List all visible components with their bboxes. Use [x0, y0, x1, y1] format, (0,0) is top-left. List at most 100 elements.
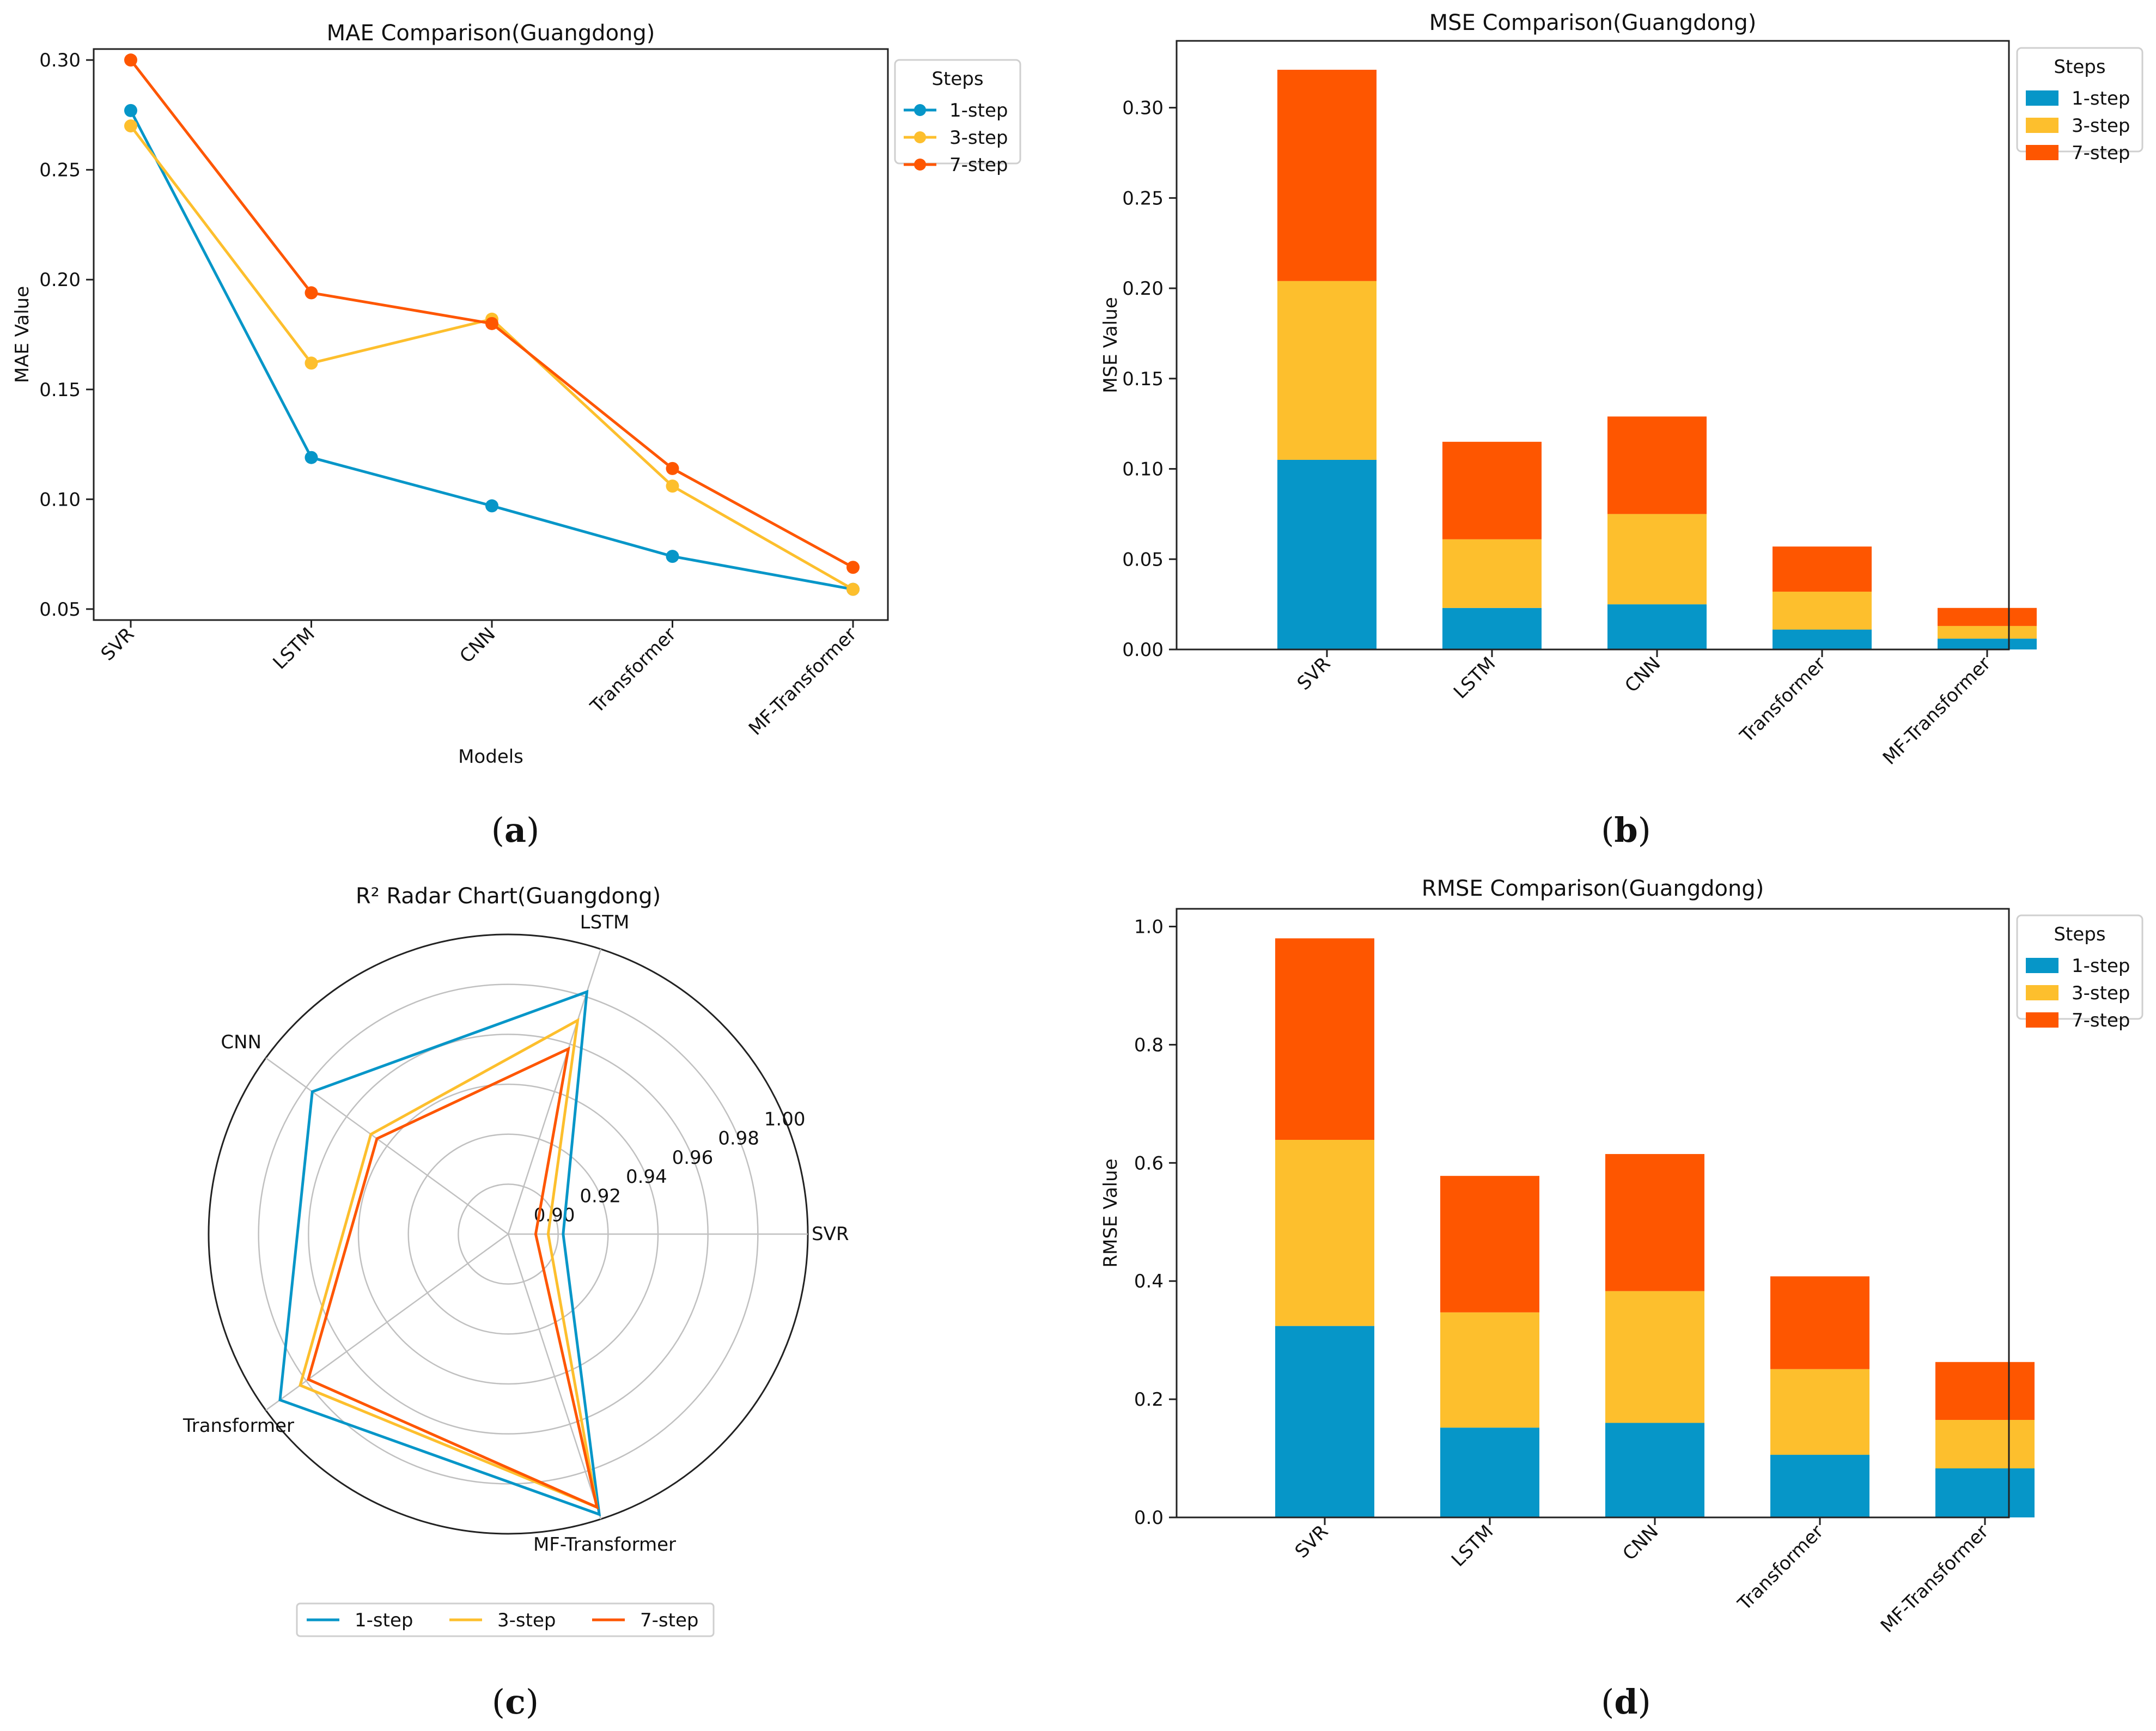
r2-legend-label: 3-step — [497, 1609, 556, 1631]
mae-series-line-3-step — [130, 125, 854, 591]
mae-point-1-step — [485, 499, 498, 513]
mse-ylabel: MSE Value — [1100, 297, 1122, 393]
rmse-bar-Transformer-3-step — [1770, 1369, 1869, 1455]
rmse-bar-Transformer-7-step — [1770, 1276, 1869, 1369]
rmse-xtick-label: SVR — [1291, 1521, 1333, 1563]
rmse-bar-SVR-3-step — [1275, 1140, 1374, 1326]
mae-point-7-step — [666, 461, 679, 475]
mse-bar-Transformer-7-step — [1773, 546, 1872, 592]
rmse-bar-Transformer-1-step — [1770, 1455, 1869, 1517]
mse-xtick-label: CNN — [1621, 653, 1665, 697]
rmse-bar-MF-Transformer-1-step — [1935, 1468, 2035, 1517]
rmse-legend-title: Steps — [2054, 924, 2105, 945]
rmse-bar-chart: RMSE Comparison(Guangdong) 0.0 0.2 0.4 0.6 0.… — [1100, 876, 2143, 1637]
r2-legend-box — [296, 1602, 715, 1637]
mse-bar-CNN-1-step — [1607, 604, 1707, 649]
mae-point-7-step — [846, 561, 860, 574]
panel-label: (d) — [1601, 1682, 1651, 1722]
mse-bar-Transformer-3-step — [1773, 591, 1872, 630]
rmse-bar-SVR-7-step — [1275, 938, 1374, 1140]
mae-point-3-step — [124, 119, 137, 133]
rmse-legend-swatch — [2026, 958, 2058, 973]
mae-xtick-label: CNN — [455, 623, 500, 667]
r2-series-polygon-1-step — [278, 989, 601, 1517]
rmse-legend-swatch — [2026, 1012, 2058, 1028]
mse-ytick-label: 0.05 — [1122, 549, 1164, 570]
r2-axis-label: SVR — [812, 1223, 849, 1245]
mae-point-7-step — [304, 286, 318, 300]
r2-rtick-label: 0.96 — [672, 1147, 714, 1169]
rmse-bar-LSTM-1-step — [1440, 1428, 1539, 1517]
r2-axis-label: Transformer — [182, 1415, 294, 1437]
mse-bar-LSTM-1-step — [1442, 608, 1542, 649]
r2-legend-label: 7-step — [640, 1609, 698, 1631]
mae-point-7-step — [485, 317, 498, 330]
mse-title: MSE Comparison(Guangdong) — [1429, 10, 1757, 35]
mae-legend-marker — [914, 159, 926, 171]
mse-bar-MF-Transformer-3-step — [1938, 625, 2037, 639]
rmse-bar-LSTM-7-step — [1440, 1176, 1539, 1313]
mae-point-1-step — [124, 104, 137, 117]
mse-ytick-label: 0.10 — [1122, 459, 1164, 481]
r2-spoke — [265, 1233, 509, 1411]
mae-point-7-step — [124, 53, 137, 67]
mae-legend-label: 1-step — [949, 100, 1008, 122]
rmse-ytick-label: 0.4 — [1134, 1271, 1164, 1292]
mse-bar-MF-Transformer-1-step — [1938, 639, 2037, 649]
mse-ytick-label: 0.15 — [1122, 368, 1164, 390]
rmse-bar-LSTM-3-step — [1440, 1312, 1539, 1428]
r2-title: R² Radar Chart(Guangdong) — [356, 884, 661, 909]
mae-xlabel: Models — [458, 746, 523, 768]
r2-axis-label: CNN — [221, 1031, 261, 1053]
r2-rtick-label: 0.94 — [626, 1166, 667, 1188]
mae-ytick-label: 0.25 — [39, 160, 81, 181]
mae-series-line-1-step — [129, 110, 854, 591]
r2-rtick-label: 1.00 — [764, 1108, 806, 1130]
rmse-bar-MF-Transformer-3-step — [1935, 1420, 2035, 1468]
mse-bar-SVR-3-step — [1277, 281, 1377, 460]
mse-bar-CNN-3-step — [1607, 514, 1707, 605]
mse-bar-chart: MSE Comparison(Guangdong) 0.00 0.05 0.10 0.1… — [1100, 10, 2143, 769]
mae-legend-marker — [914, 104, 926, 116]
mae-point-1-step — [666, 550, 679, 563]
r2-radar-chart: R² Radar Chart(Guangdong)0.900.920.940.9… — [182, 884, 849, 1637]
panel-label: (a) — [491, 810, 540, 850]
rmse-legend-label: 3-step — [2072, 982, 2130, 1004]
mae-ytick-label: 0.20 — [39, 269, 81, 291]
rmse-legend-label: 7-step — [2072, 1010, 2130, 1031]
mae-ytick-label: 0.30 — [39, 50, 81, 71]
mse-bar-LSTM-3-step — [1442, 539, 1542, 608]
mae-point-3-step — [846, 582, 860, 596]
rmse-xtick-label: MF-Transformer — [1877, 1521, 1993, 1637]
mae-ytick-label: 0.05 — [39, 599, 81, 621]
rmse-bar-CNN-7-step — [1605, 1154, 1704, 1291]
panel-label: (c) — [492, 1682, 539, 1722]
mae-xtick-label: Transformer — [586, 623, 680, 718]
rmse-ytick-label: 0.0 — [1134, 1507, 1164, 1529]
r2-spoke — [265, 1057, 509, 1235]
mse-xtick-label: LSTM — [1449, 653, 1500, 703]
rmse-xtick-label: CNN — [1618, 1521, 1662, 1565]
mse-bar-CNN-7-step — [1607, 416, 1707, 514]
mse-ytick-label: 0.20 — [1122, 278, 1164, 300]
r2-series-polygon-3-step — [299, 1018, 599, 1510]
mse-plot-frame — [1176, 40, 2010, 651]
rmse-title: RMSE Comparison(Guangdong) — [1422, 876, 1764, 901]
mse-legend-swatch — [2026, 145, 2058, 160]
r2-rtick-label: 0.92 — [580, 1185, 621, 1207]
mae-ytick-label: 0.15 — [39, 379, 81, 401]
mae-plot-frame — [93, 48, 889, 621]
mse-ytick-label: 0.25 — [1122, 187, 1164, 209]
r2-axis-label: MF-Transformer — [533, 1534, 676, 1556]
mae-xtick-label: LSTM — [269, 623, 319, 673]
rmse-ytick-label: 1.0 — [1134, 916, 1164, 938]
r2-legend-label: 1-step — [355, 1609, 413, 1631]
mse-xtick-label: Transformer — [1735, 653, 1830, 747]
mse-legend-label: 7-step — [2072, 142, 2130, 164]
mae-title: MAE Comparison(Guangdong) — [327, 21, 655, 46]
mse-legend-label: 3-step — [2072, 115, 2130, 137]
rmse-plot-frame — [1176, 908, 2010, 1519]
mae-legend-label: 3-step — [949, 127, 1008, 149]
rmse-bar-CNN-3-step — [1605, 1291, 1704, 1423]
